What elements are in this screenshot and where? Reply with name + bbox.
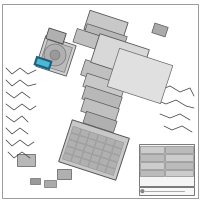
Circle shape xyxy=(141,189,144,193)
Polygon shape xyxy=(83,73,125,99)
Polygon shape xyxy=(84,145,94,154)
Polygon shape xyxy=(93,148,102,157)
Bar xyxy=(165,162,193,169)
Polygon shape xyxy=(67,140,77,148)
Polygon shape xyxy=(17,154,35,166)
Bar xyxy=(165,146,193,153)
Polygon shape xyxy=(107,48,173,104)
Polygon shape xyxy=(88,161,98,170)
Bar xyxy=(139,144,194,186)
Polygon shape xyxy=(82,85,122,111)
Polygon shape xyxy=(73,149,83,158)
Bar xyxy=(165,154,193,161)
Polygon shape xyxy=(105,137,115,146)
Polygon shape xyxy=(110,153,120,162)
Bar xyxy=(140,162,164,169)
Polygon shape xyxy=(112,147,122,155)
Bar xyxy=(139,187,194,195)
Polygon shape xyxy=(95,141,105,150)
Polygon shape xyxy=(46,28,66,44)
Polygon shape xyxy=(63,153,72,161)
Bar xyxy=(140,170,164,176)
Polygon shape xyxy=(71,126,81,135)
Polygon shape xyxy=(73,29,119,55)
Polygon shape xyxy=(75,142,85,151)
Polygon shape xyxy=(114,140,124,149)
Polygon shape xyxy=(83,111,117,133)
Polygon shape xyxy=(80,158,90,167)
Polygon shape xyxy=(152,23,168,37)
Polygon shape xyxy=(40,40,72,72)
Polygon shape xyxy=(97,164,107,173)
Circle shape xyxy=(50,50,60,60)
Polygon shape xyxy=(91,34,149,78)
Polygon shape xyxy=(81,98,119,122)
Polygon shape xyxy=(84,10,128,42)
Polygon shape xyxy=(105,167,115,175)
Polygon shape xyxy=(69,133,79,142)
Polygon shape xyxy=(57,169,71,179)
Polygon shape xyxy=(103,144,113,153)
Polygon shape xyxy=(35,57,51,69)
Polygon shape xyxy=(36,36,76,76)
Polygon shape xyxy=(90,155,100,163)
Polygon shape xyxy=(81,60,127,88)
Polygon shape xyxy=(78,136,88,144)
Polygon shape xyxy=(59,120,129,180)
Circle shape xyxy=(44,44,66,66)
Polygon shape xyxy=(97,135,107,143)
Polygon shape xyxy=(88,132,98,140)
Bar xyxy=(165,170,193,176)
Polygon shape xyxy=(80,129,90,138)
Polygon shape xyxy=(107,160,117,169)
Bar xyxy=(140,154,164,161)
Polygon shape xyxy=(85,24,127,44)
Bar xyxy=(140,146,164,153)
Polygon shape xyxy=(65,146,75,155)
Polygon shape xyxy=(86,138,96,147)
Polygon shape xyxy=(101,151,111,159)
Polygon shape xyxy=(71,156,81,164)
Polygon shape xyxy=(44,180,56,186)
Polygon shape xyxy=(82,152,92,160)
Polygon shape xyxy=(99,157,109,166)
Polygon shape xyxy=(30,178,40,184)
